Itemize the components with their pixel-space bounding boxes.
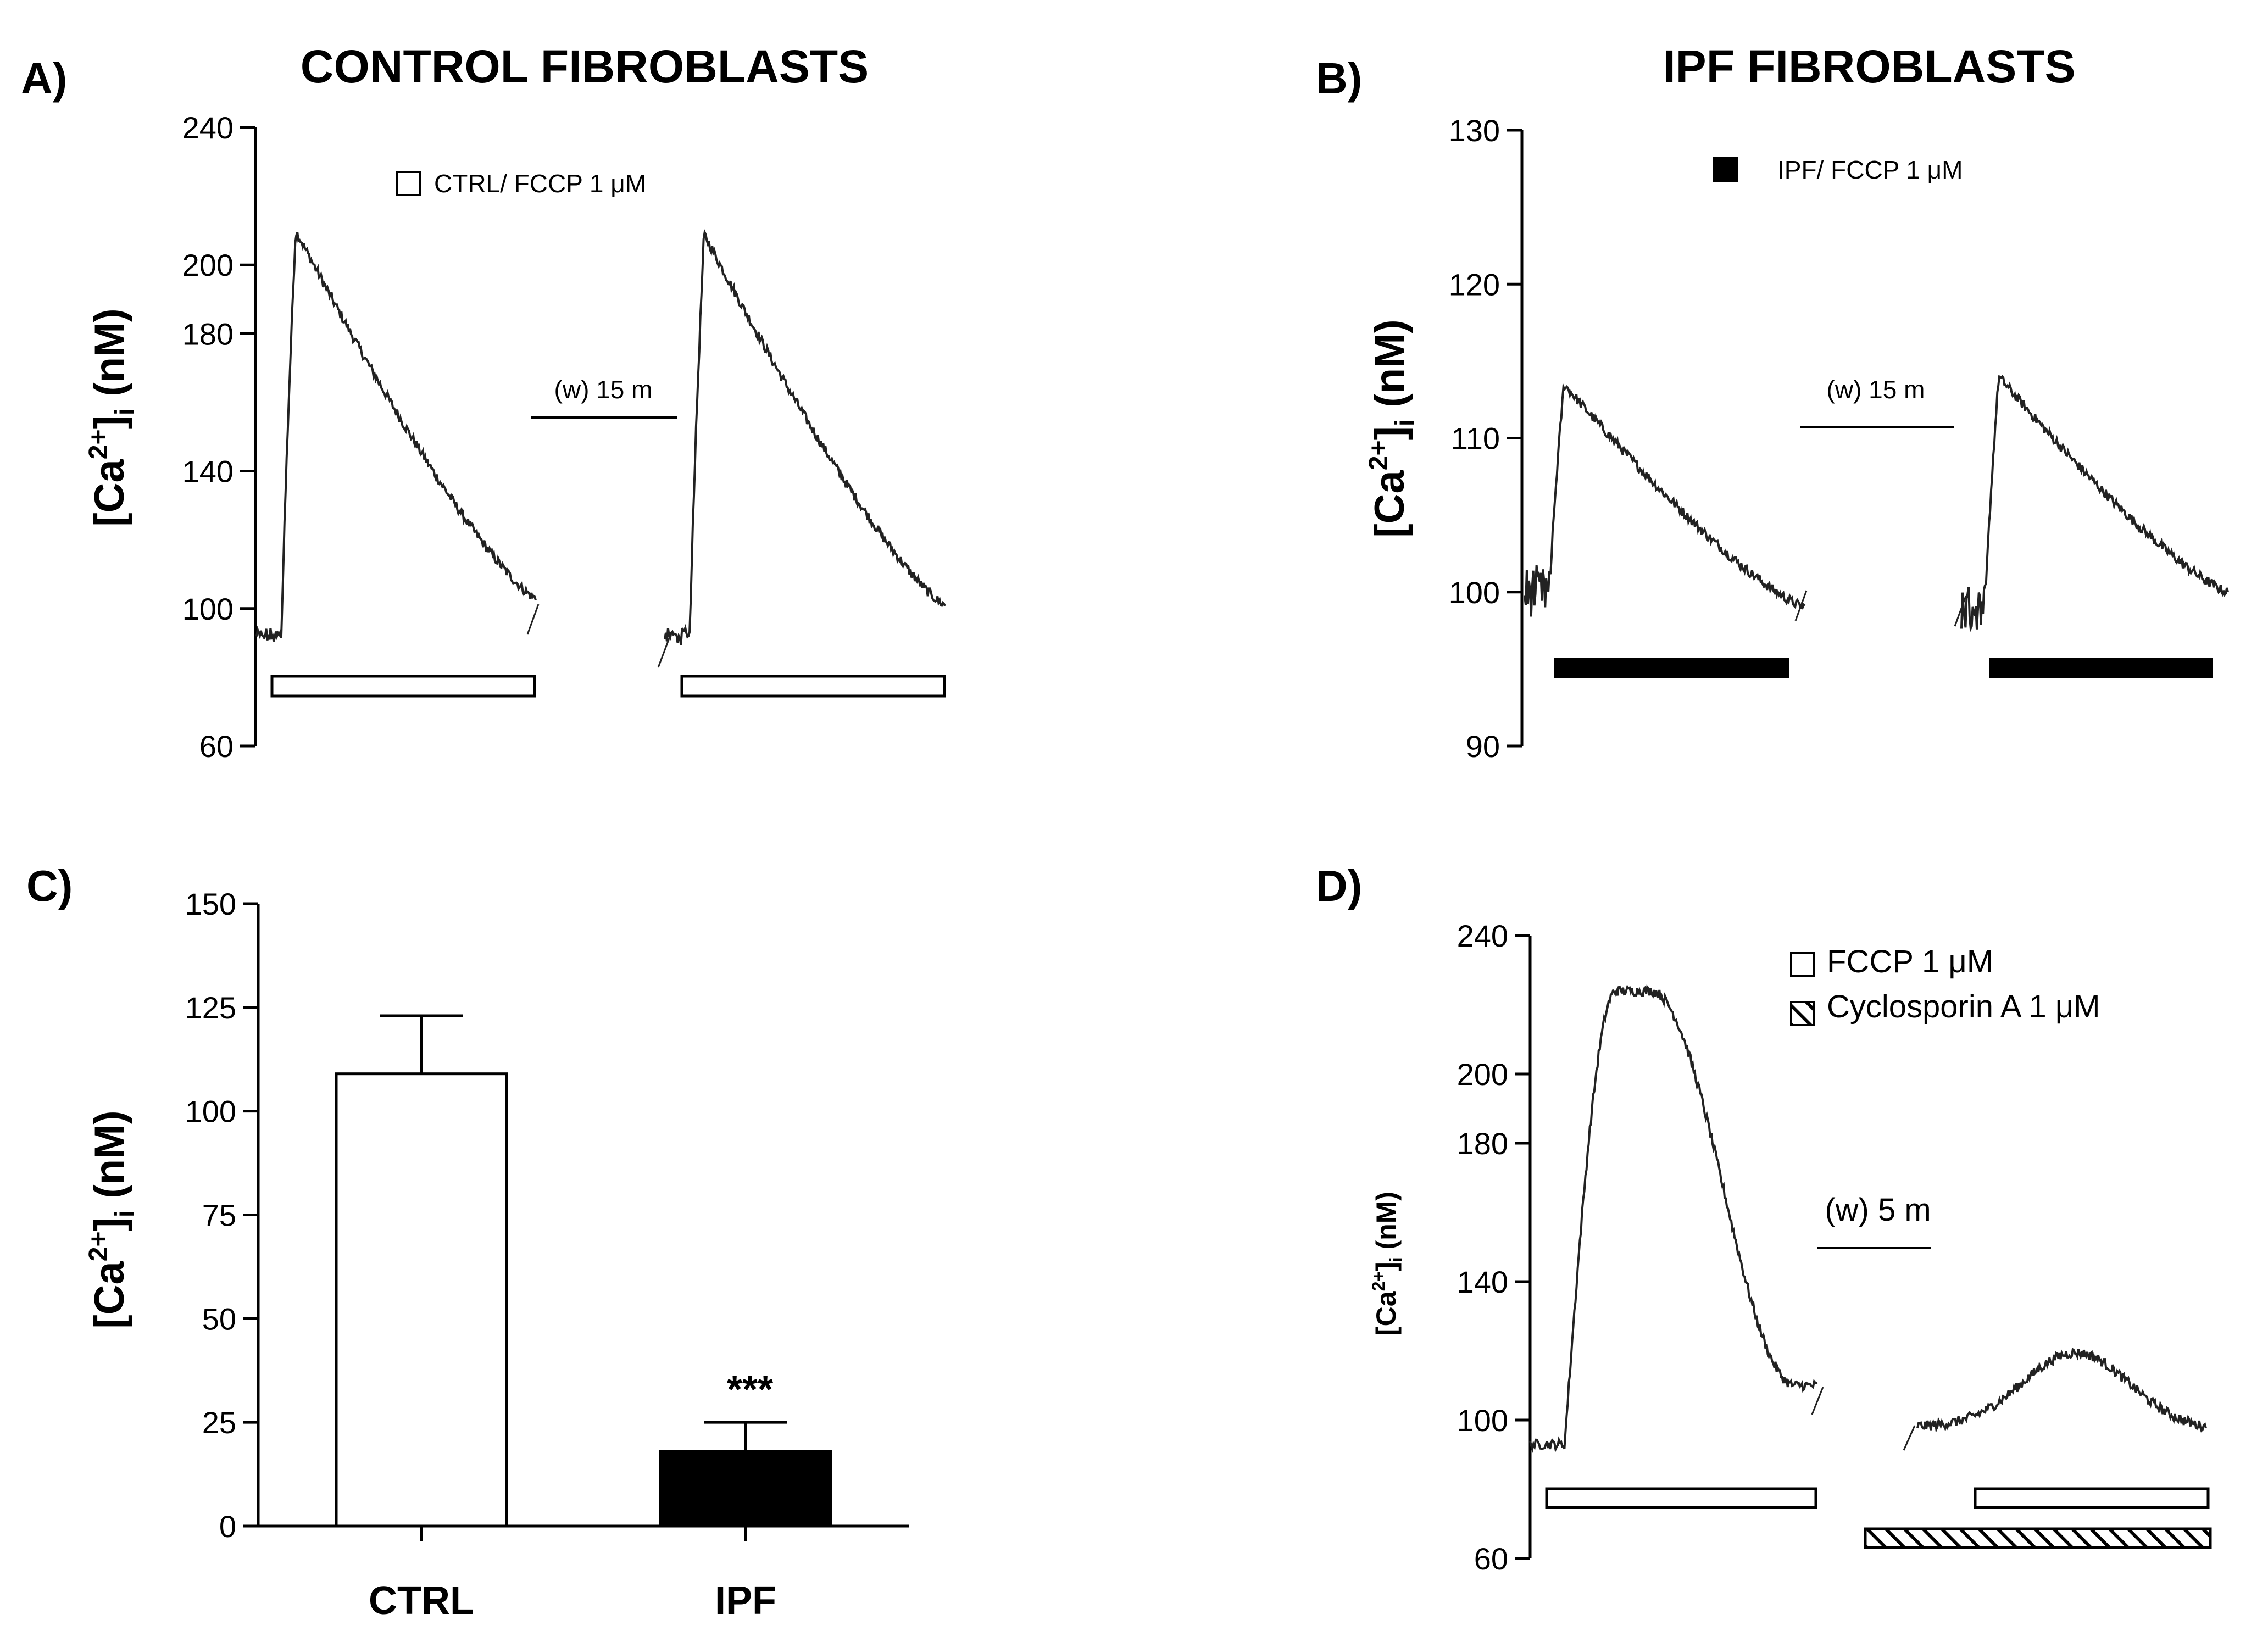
y-tick-label: 140	[1457, 1265, 1508, 1299]
y-tick-label: 240	[182, 110, 234, 145]
panel-b-trace-1	[1524, 382, 1806, 617]
y-tick-label: 60	[1474, 1541, 1508, 1576]
panel-d-y-axis: 60 100 140 180 200 240	[1457, 919, 1532, 1576]
y-tick-label: 125	[185, 990, 236, 1025]
y-tick-label: 130	[1449, 113, 1500, 148]
panel-d-legend-label-fccp: FCCP 1 μM	[1827, 944, 1993, 979]
panel-b: B) IPF FIBROBLASTS 90 100 110 120 130 [Ca2+]…	[1316, 41, 2229, 764]
y-tick-label: 120	[1449, 267, 1500, 302]
y-tick-label: 150	[185, 887, 236, 921]
panel-a-legend-label: CTRL/ FCCP 1 μM	[434, 169, 646, 198]
panel-b-legend-swatch	[1713, 157, 1738, 182]
panel-a-y-axis: 60 100 140 180 200 240	[182, 110, 257, 764]
panel-a-y-label: [Ca2+]i (nM)	[84, 308, 140, 526]
panel-b-trace-2	[1960, 375, 2229, 633]
panel-d-scale-label: (w) 5 m	[1825, 1192, 1931, 1228]
y-tick-label: 200	[1457, 1057, 1508, 1092]
panel-d-trace-2	[1916, 1347, 2207, 1433]
panel-d-legend-swatch-cyclosporin	[1790, 1001, 1815, 1026]
panel-a-legend-swatch	[396, 171, 421, 196]
y-tick-label: 100	[1457, 1403, 1508, 1438]
y-tick-label: 75	[202, 1198, 236, 1233]
panel-d-fccp-bar	[1974, 1487, 2210, 1509]
y-tick-label: 50	[202, 1301, 236, 1336]
panel-d-fccp-bar	[1545, 1487, 1817, 1509]
bar-ctrl	[335, 1072, 508, 1528]
panel-b-break-mark	[1954, 595, 1967, 627]
panel-d-y-label: [Ca2+]i (nM)	[1369, 1192, 1406, 1335]
panel-d: D) 60 100 140 180 200 240 [Ca2+]i (nM) FCCP 1…	[1316, 861, 2212, 1576]
y-tick-label: 240	[1457, 919, 1508, 953]
panel-a: A) CONTROL FIBROBLASTS 60 100 140 180 200 240…	[21, 41, 946, 764]
y-tick-label: 60	[199, 729, 234, 764]
panel-d-trace-1	[1529, 984, 1818, 1453]
bar-ipf	[659, 1450, 832, 1528]
panel-d-cyclosporin-bar	[1864, 1527, 2212, 1549]
panel-b-stimulus-bar	[1554, 658, 1789, 678]
y-tick-label: 90	[1466, 729, 1500, 764]
x-tick-label: CTRL	[369, 1579, 474, 1623]
panel-b-legend-label: IPF/ FCCP 1 μM	[1777, 155, 1963, 184]
panel-b-scale-label: (w) 15 m	[1827, 375, 1925, 404]
panel-d-legend-label-cyclosporin: Cyclosporin A 1 μM	[1827, 989, 2100, 1025]
y-tick-label: 200	[182, 248, 234, 282]
y-tick-label: 25	[202, 1405, 236, 1440]
panel-a-letter: A)	[21, 54, 67, 103]
panel-a-trace-1	[255, 231, 537, 642]
panel-b-y-label: [Ca2+]i (nM)	[1364, 319, 1420, 537]
panel-a-scale-label: (w) 15 m	[554, 375, 653, 404]
panel-a-break-mark	[526, 604, 540, 635]
panel-d-letter: D)	[1316, 861, 1362, 910]
y-tick-label: 180	[182, 316, 234, 351]
panel-b-break-mark	[1794, 590, 1808, 621]
y-tick-label: 110	[1451, 421, 1500, 456]
significance-label: ***	[727, 1368, 773, 1412]
panel-d-break-mark	[1903, 1425, 1916, 1451]
panel-a-break-mark	[657, 638, 670, 668]
panel-c: C) 0 25 50 75 100 125 150 [Ca2+]i (nM) CTRL IPF…	[26, 861, 909, 1623]
y-tick-label: 100	[182, 592, 234, 626]
panel-a-title: CONTROL FIBROBLASTS	[301, 41, 869, 92]
y-tick-label: 140	[182, 454, 234, 489]
panel-a-trace-2	[664, 229, 946, 645]
panel-c-letter: C)	[26, 861, 73, 910]
panel-c-y-label: [Ca2+]i (nM)	[84, 1110, 140, 1328]
panel-a-stimulus-bar	[270, 675, 536, 698]
panel-c-bars: CTRL IPF ***	[335, 1014, 832, 1623]
y-tick-label: 0	[219, 1509, 236, 1544]
y-tick-label: 100	[1449, 575, 1500, 610]
x-tick-label: IPF	[715, 1579, 776, 1623]
panel-d-break-mark	[1811, 1387, 1824, 1415]
panel-a-stimulus-bar	[680, 675, 946, 698]
panel-b-y-axis: 90 100 110 120 130	[1449, 113, 1524, 764]
y-tick-label: 180	[1457, 1126, 1508, 1161]
panel-b-letter: B)	[1316, 54, 1362, 103]
panel-b-title: IPF FIBROBLASTS	[1663, 41, 2075, 92]
y-tick-label: 100	[185, 1094, 236, 1129]
panel-c-y-axis: 0 25 50 75 100 125 150	[185, 887, 260, 1544]
panel-b-stimulus-bar	[1989, 658, 2213, 678]
panel-d-legend-swatch-fccp	[1790, 952, 1815, 977]
